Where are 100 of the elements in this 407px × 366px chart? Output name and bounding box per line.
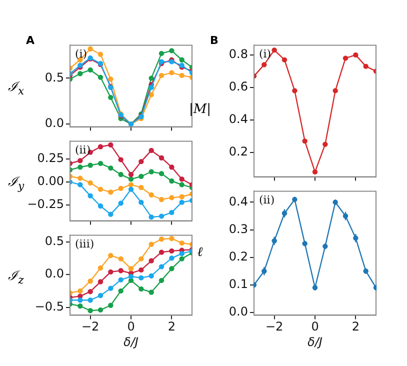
point [138, 184, 144, 190]
point [363, 64, 368, 69]
point [98, 307, 104, 313]
point [88, 67, 93, 73]
annotation: (ii) [259, 194, 275, 207]
point [148, 273, 154, 278]
point [169, 256, 174, 261]
y-tick-label: 0.5 [44, 70, 64, 84]
point [98, 160, 104, 166]
point [148, 76, 154, 81]
point [169, 178, 174, 184]
y-tick-label: 0.4 [228, 194, 248, 208]
point [98, 279, 104, 284]
point [128, 182, 134, 188]
x-tick-label: 2 [352, 320, 360, 334]
point [148, 169, 154, 174]
x-axis-title: δ/J [124, 334, 139, 349]
point [78, 298, 83, 303]
point [292, 88, 298, 94]
point [179, 182, 184, 188]
point [148, 84, 154, 90]
point [138, 174, 144, 179]
point [148, 290, 154, 295]
point [353, 52, 358, 58]
point [148, 258, 154, 264]
point [169, 248, 174, 254]
point [118, 277, 124, 282]
point [179, 194, 184, 200]
point [158, 196, 164, 202]
point [128, 176, 134, 182]
point [158, 50, 164, 56]
point [88, 162, 93, 168]
point [169, 266, 174, 272]
point [158, 278, 164, 284]
point [88, 193, 93, 198]
y-tick-label: 0.0 [44, 266, 64, 281]
point [138, 267, 144, 273]
x-axis-title: δ/J [308, 334, 323, 349]
annotation: (ii) [75, 144, 91, 157]
point [88, 278, 93, 284]
point [179, 72, 184, 78]
annotation: (i) [259, 48, 272, 61]
point [158, 72, 164, 78]
point [98, 292, 104, 298]
point [98, 186, 104, 192]
annotation: (iii) [75, 238, 94, 251]
point [78, 182, 83, 188]
y-tick-label: 0.0 [228, 304, 248, 319]
y-tick-label: 0.0 [44, 116, 64, 130]
point [108, 190, 114, 195]
point [169, 164, 174, 170]
point [148, 148, 154, 154]
point [108, 302, 114, 308]
point [169, 48, 174, 54]
point [179, 240, 184, 246]
point [148, 214, 154, 220]
x-tick-label: 0 [311, 320, 319, 334]
point [179, 200, 184, 205]
point [118, 288, 124, 294]
point [118, 157, 124, 162]
point [302, 138, 308, 144]
point [108, 165, 114, 171]
point [118, 256, 124, 262]
point [169, 236, 174, 242]
y-tick-label: 0.4 [228, 112, 248, 126]
point [342, 56, 348, 61]
point [138, 286, 144, 292]
point [118, 200, 124, 206]
point [108, 252, 114, 258]
annotation: (i) [75, 48, 88, 61]
point [138, 275, 144, 280]
point [179, 176, 184, 182]
point [128, 266, 134, 272]
point [272, 47, 277, 53]
x-tick-label: −2 [81, 320, 100, 334]
point [88, 298, 93, 303]
y-tick-label: −0.25 [27, 197, 64, 212]
y-tick-label: 0.3 [228, 222, 248, 236]
point [108, 286, 114, 291]
point [138, 256, 144, 262]
point [108, 212, 114, 217]
point [78, 71, 83, 76]
point [158, 264, 164, 270]
point [179, 256, 184, 262]
point [88, 308, 93, 314]
point [169, 195, 174, 200]
point [118, 172, 124, 178]
y-axis-title: ℐ$_{z}$ [7, 268, 25, 287]
point [108, 76, 114, 82]
point [118, 268, 124, 274]
point [158, 170, 164, 176]
point [108, 269, 114, 275]
y-tick-label: 0.2 [228, 144, 248, 159]
y-tick-label: 0.00 [37, 174, 64, 188]
point [282, 57, 288, 62]
point [98, 144, 104, 150]
y-tick-label: 0.25 [37, 150, 64, 165]
chart-title: B [210, 34, 218, 47]
point [179, 250, 184, 256]
point [169, 210, 174, 216]
